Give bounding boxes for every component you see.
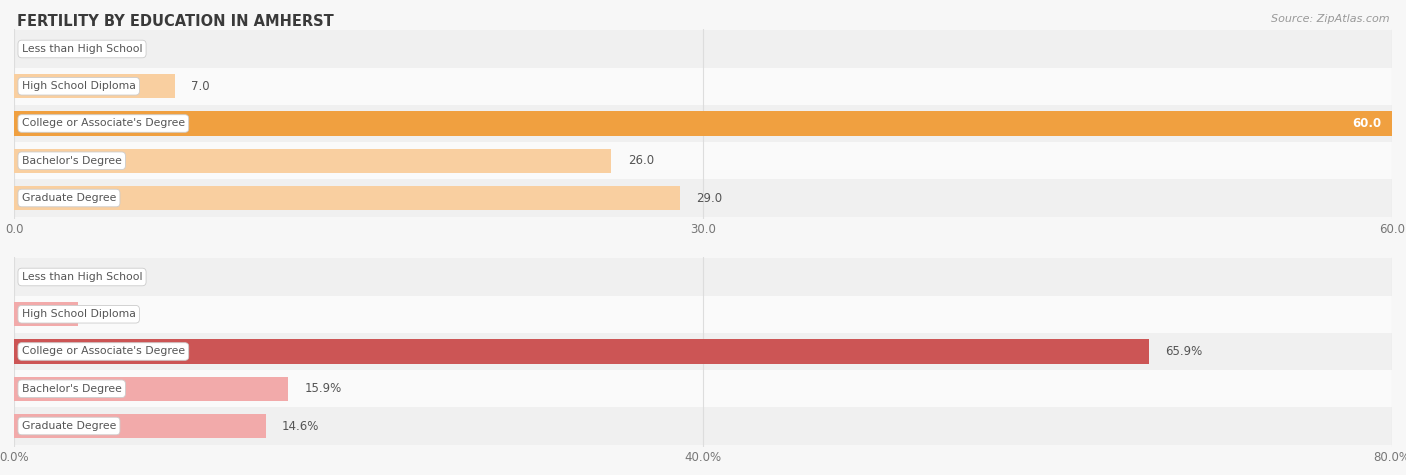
Text: Less than High School: Less than High School xyxy=(21,272,142,282)
Text: 29.0: 29.0 xyxy=(696,191,723,205)
Text: 7.0: 7.0 xyxy=(191,80,209,93)
Bar xyxy=(14,333,1392,370)
Bar xyxy=(14,67,1392,105)
Bar xyxy=(14,295,1392,333)
Text: College or Associate's Degree: College or Associate's Degree xyxy=(21,346,186,357)
Bar xyxy=(14,414,266,438)
Text: Less than High School: Less than High School xyxy=(21,44,142,54)
Text: 15.9%: 15.9% xyxy=(305,382,342,395)
Bar xyxy=(14,105,1392,142)
Bar xyxy=(14,149,612,173)
Text: 0.0: 0.0 xyxy=(31,42,49,56)
Text: Graduate Degree: Graduate Degree xyxy=(21,421,117,431)
Text: 3.7%: 3.7% xyxy=(94,308,124,321)
Text: 65.9%: 65.9% xyxy=(1166,345,1204,358)
Text: 26.0: 26.0 xyxy=(627,154,654,167)
Bar xyxy=(14,186,681,210)
Text: FERTILITY BY EDUCATION IN AMHERST: FERTILITY BY EDUCATION IN AMHERST xyxy=(17,14,333,29)
Text: College or Associate's Degree: College or Associate's Degree xyxy=(21,118,186,129)
Bar xyxy=(14,142,1392,180)
Bar xyxy=(14,112,1392,135)
Bar xyxy=(14,302,77,326)
Bar xyxy=(14,30,1392,67)
Bar xyxy=(14,74,174,98)
Text: Graduate Degree: Graduate Degree xyxy=(21,193,117,203)
Text: Bachelor's Degree: Bachelor's Degree xyxy=(21,156,122,166)
Text: High School Diploma: High School Diploma xyxy=(21,309,135,319)
Text: Source: ZipAtlas.com: Source: ZipAtlas.com xyxy=(1271,14,1389,24)
Text: 0.0%: 0.0% xyxy=(31,270,60,284)
Bar xyxy=(14,370,1392,408)
Bar xyxy=(14,340,1149,363)
Bar xyxy=(14,408,1392,445)
Text: High School Diploma: High School Diploma xyxy=(21,81,135,91)
Bar xyxy=(14,258,1392,295)
Text: Bachelor's Degree: Bachelor's Degree xyxy=(21,384,122,394)
Text: 14.6%: 14.6% xyxy=(283,419,319,433)
Bar xyxy=(14,377,288,401)
Text: 60.0: 60.0 xyxy=(1351,117,1381,130)
Bar xyxy=(14,180,1392,217)
